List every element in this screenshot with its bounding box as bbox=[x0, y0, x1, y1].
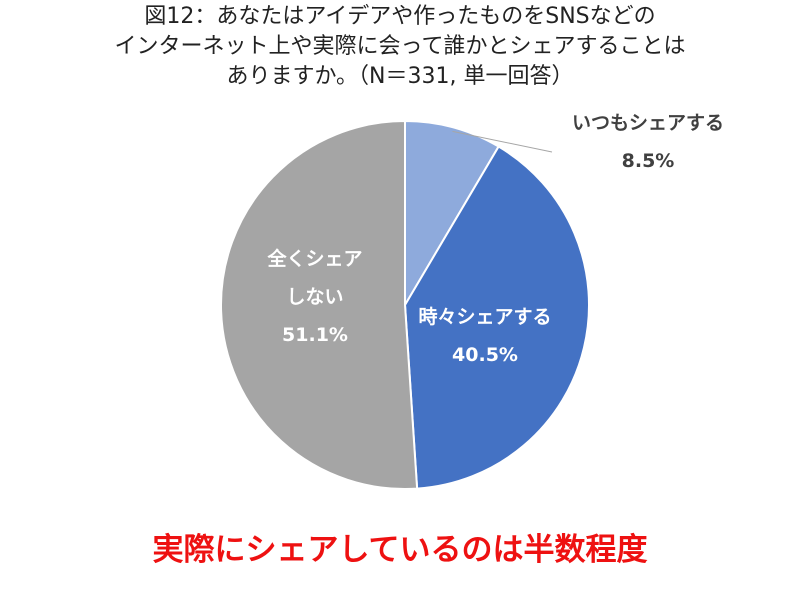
label-never-share-value: 51.1% bbox=[282, 324, 348, 346]
title-line-1: 図12：あなたはアイデアや作ったものをSNSなどの bbox=[144, 4, 656, 29]
label-never-share-name-2: しない bbox=[286, 286, 344, 308]
label-sometimes-share-value: 40.5% bbox=[452, 344, 518, 366]
label-always-share: いつもシェアする 8.5% bbox=[548, 104, 748, 180]
title-line-3: ありますか。（N＝331, 単一回答） bbox=[226, 64, 574, 89]
label-sometimes-share: 時々シェアする 40.5% bbox=[400, 298, 570, 374]
label-never-share: 全くシェア しない 51.1% bbox=[235, 240, 395, 354]
label-sometimes-share-name: 時々シェアする bbox=[418, 306, 552, 328]
slice-never-share bbox=[219, 119, 419, 490]
label-always-share-name: いつもシェアする bbox=[571, 112, 724, 134]
leader-line bbox=[452, 130, 553, 153]
chart-title: 図12：あなたはアイデアや作ったものをSNSなどの インターネット上や実際に会っ… bbox=[0, 2, 800, 92]
slice-sometimes-share bbox=[403, 145, 590, 490]
title-line-2: インターネット上や実際に会って誰かとシェアすることは bbox=[114, 34, 686, 59]
headline: 実際にシェアしているのは半数程度 bbox=[152, 532, 648, 568]
label-never-share-name-1: 全くシェア bbox=[267, 248, 363, 270]
slice-always-share bbox=[404, 119, 500, 309]
label-always-share-value: 8.5% bbox=[621, 150, 675, 172]
